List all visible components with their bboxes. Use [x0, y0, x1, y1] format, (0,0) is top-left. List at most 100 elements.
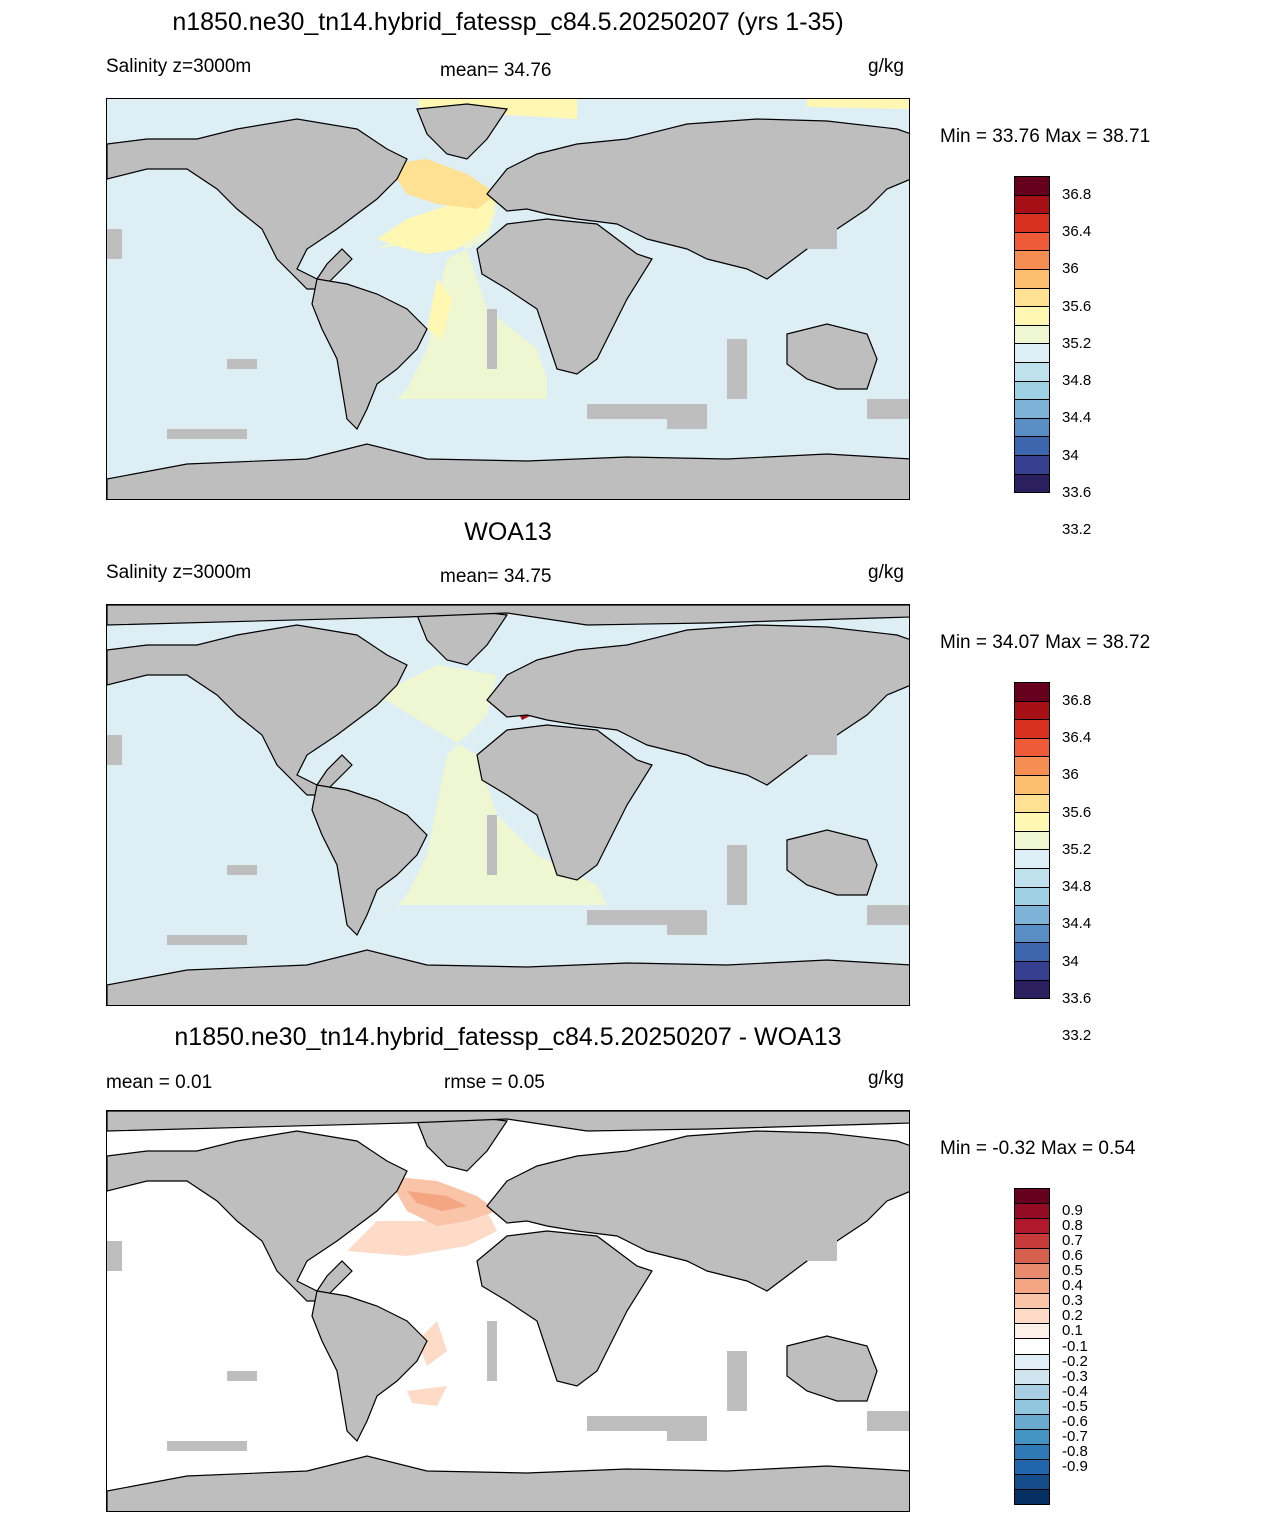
colorbar-swatch: [1015, 813, 1049, 832]
antarctica: [107, 949, 909, 1005]
panel1-minmax: Min = 33.76 Max = 38.71: [940, 126, 1151, 147]
panel2-variable-label: Salinity z=3000m: [106, 562, 252, 583]
panel1-variable-label: Salinity z=3000m: [106, 56, 252, 77]
colorbar-tick-label: 34: [1062, 952, 1079, 970]
panel1-map: [106, 98, 910, 500]
colorbar-tick-label: 36: [1062, 766, 1079, 784]
colorbar-swatch: [1015, 1474, 1049, 1490]
colorbar-tick-label: 34.8: [1062, 878, 1092, 896]
africa: [476, 218, 653, 375]
colorbar-swatch: [1015, 269, 1049, 289]
colorbar-tick-label: -0.2: [1062, 1352, 1088, 1370]
colorbar-tick-label: 0.8: [1062, 1216, 1083, 1234]
deep-ridges: [107, 715, 909, 945]
colorbar-tick-label: 35.6: [1062, 297, 1092, 315]
colorbar-tick-label: -0.5: [1062, 1397, 1088, 1415]
africa: [476, 1230, 653, 1387]
colorbar-tick-label: 36.4: [1062, 728, 1092, 746]
colorbar-tick-label: -0.7: [1062, 1428, 1088, 1446]
colorbar-tick-label: 34.8: [1062, 372, 1092, 390]
colorbar-swatch: [1015, 1489, 1049, 1504]
colorbar-tick-label: -0.6: [1062, 1412, 1088, 1430]
colorbar-tick-label: 0.2: [1062, 1307, 1083, 1325]
land-masses: [107, 1111, 909, 1511]
colorbar-swatch: [1015, 1294, 1049, 1310]
colorbar-tick-label: 33.6: [1062, 990, 1092, 1007]
panel1-mean-label: mean= 34.76: [440, 60, 552, 81]
colorbar-swatch: [1015, 325, 1049, 345]
panel2-mean-label: mean= 34.75: [440, 566, 552, 587]
panel3-map: [106, 1110, 910, 1512]
colorbar-swatch: [1015, 980, 1049, 999]
panel1-map-svg: [107, 99, 909, 499]
colorbar-tick-label: 36.8: [1062, 185, 1092, 203]
colorbar-tick-label: 35.2: [1062, 334, 1092, 352]
colorbar-swatch: [1015, 1429, 1049, 1445]
colorbar-swatch: [1015, 757, 1049, 776]
arctic-shelf: [107, 605, 909, 626]
colorbar-tick-label: 0.3: [1062, 1292, 1083, 1310]
north-america: [107, 624, 408, 796]
colorbar-tick-label: -0.1: [1062, 1337, 1088, 1355]
colorbar-tick-label: 36.8: [1062, 691, 1092, 709]
colorbar-tick-label: 33.2: [1062, 1027, 1092, 1045]
colorbar-swatch: [1015, 232, 1049, 252]
land-masses: [107, 103, 909, 499]
panel2-map-svg: [107, 605, 909, 1005]
colorbar-swatch: [1015, 850, 1049, 869]
colorbar-tick-label: 33.2: [1062, 521, 1092, 539]
colorbar-swatch: [1015, 474, 1049, 493]
anomaly-5: [407, 1386, 447, 1406]
anomaly-4: [417, 1321, 447, 1366]
colorbar-swatch: [1015, 251, 1049, 270]
colorbar-swatch: [1015, 868, 1049, 888]
australia: [786, 829, 878, 896]
colorbar-tick-label: 0.6: [1062, 1246, 1083, 1264]
colorbar-swatch: [1015, 738, 1049, 758]
panel1-colorbar: [1014, 176, 1050, 493]
colorbar-swatch: [1015, 455, 1049, 475]
colorbar-swatch: [1015, 288, 1049, 308]
colorbar-swatch: [1015, 775, 1049, 795]
atlantic-band-1: [377, 209, 547, 399]
colorbar-tick-label: 34.4: [1062, 409, 1092, 427]
atlantic-band-1: [377, 665, 607, 905]
africa: [476, 724, 653, 881]
australia: [786, 1335, 878, 1402]
south-america: [311, 278, 428, 431]
colorbar-swatch: [1015, 1414, 1049, 1430]
colorbar-swatch: [1015, 177, 1049, 196]
colorbar-tick-label: -0.8: [1062, 1443, 1088, 1461]
colorbar-swatch: [1015, 1339, 1049, 1355]
colorbar-swatch: [1015, 1309, 1049, 1325]
antarctica: [107, 443, 909, 499]
panel3-title: n1850.ne30_tn14.hybrid_fatessp_c84.5.202…: [174, 1023, 842, 1051]
atlantic-band-2: [377, 199, 497, 254]
colorbar-swatch: [1015, 344, 1049, 363]
colorbar-swatch: [1015, 906, 1049, 925]
colorbar-swatch: [1015, 381, 1049, 401]
panel2-minmax: Min = 34.07 Max = 38.72: [940, 632, 1151, 653]
south-america: [311, 1290, 428, 1443]
colorbar-swatch: [1015, 683, 1049, 702]
colorbar-swatch: [1015, 1234, 1049, 1250]
colorbar-swatch: [1015, 1384, 1049, 1400]
colorbar-tick-label: 36: [1062, 260, 1079, 278]
colorbar-swatch: [1015, 1189, 1049, 1205]
colorbar-tick-label: 0.4: [1062, 1277, 1083, 1295]
panel3-minmax: Min = -0.32 Max = 0.54: [940, 1138, 1136, 1159]
colorbar-swatch: [1015, 1204, 1049, 1220]
colorbar-swatch: [1015, 924, 1049, 944]
colorbar-swatch: [1015, 1219, 1049, 1235]
panel3-rmse-label: rmse = 0.05: [444, 1072, 545, 1093]
colorbar-tick-label: -0.4: [1062, 1382, 1088, 1400]
colorbar-swatch: [1015, 1459, 1049, 1475]
arctic-band-2: [807, 99, 909, 109]
colorbar-swatch: [1015, 400, 1049, 419]
colorbar-tick-label: 35.6: [1062, 803, 1092, 821]
atlantic-band-3: [387, 159, 497, 209]
south-america: [311, 784, 428, 937]
panel2-map: [106, 604, 910, 1006]
colorbar-swatch: [1015, 195, 1049, 215]
greenland: [416, 103, 509, 160]
